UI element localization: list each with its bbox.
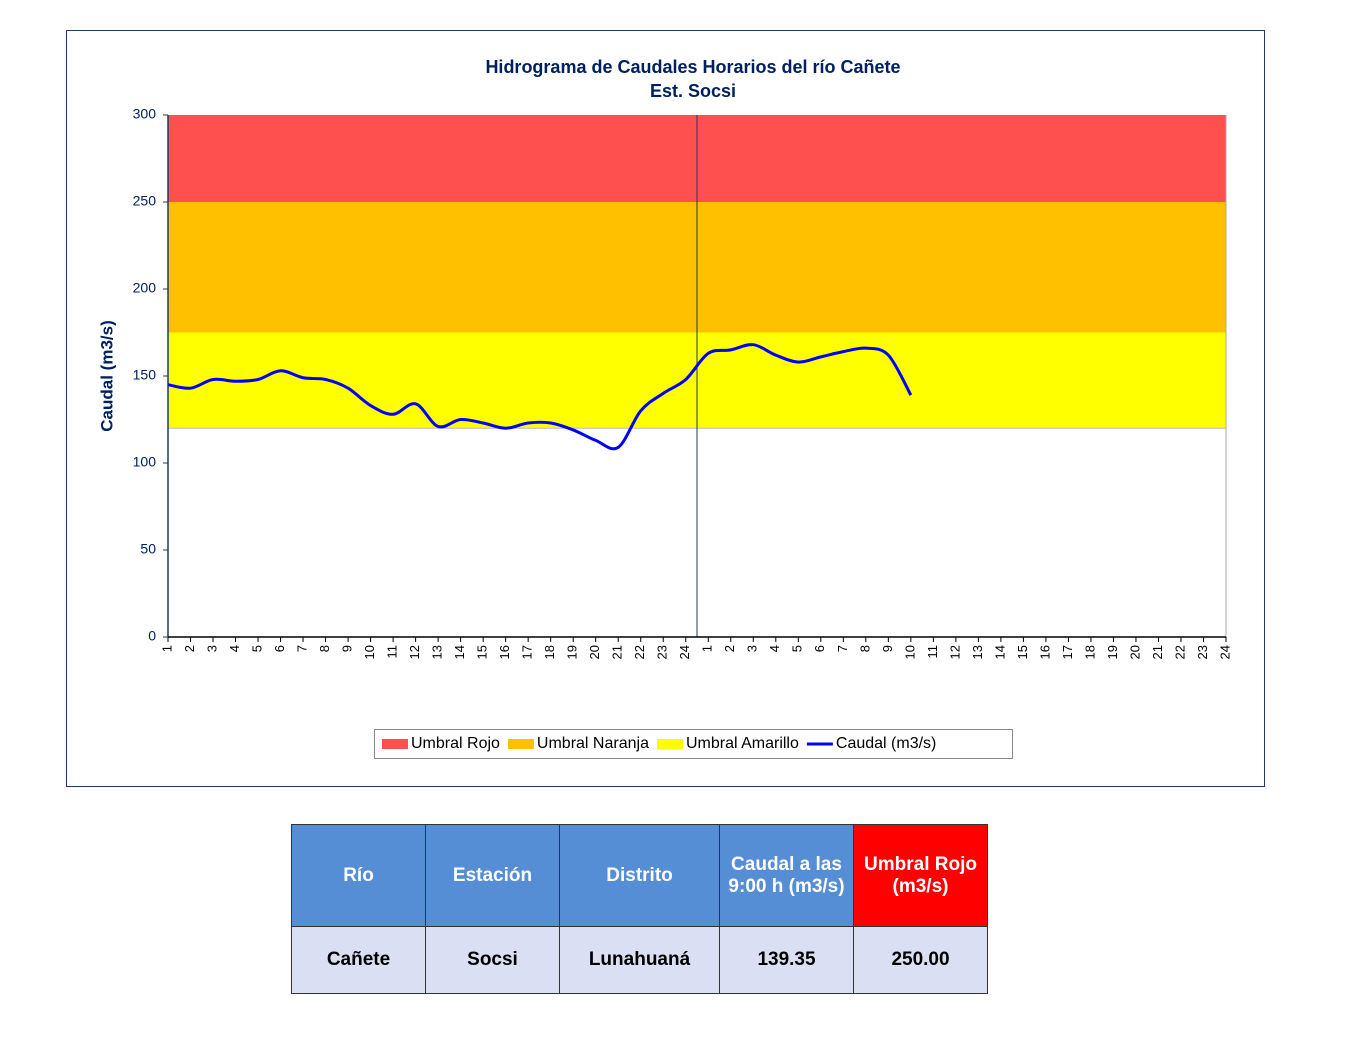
legend: Umbral Rojo Umbral Naranja Umbral Amarillo… [382,735,936,752]
x-tick-label: 4 [227,645,242,652]
header-cell: Umbral Rojo (m3/s) [853,824,988,927]
x-tick-label: 2 [722,645,737,652]
legend-swatch [382,739,408,749]
x-tick-label: 11 [385,645,400,659]
y-tick-label: 100 [133,454,157,470]
x-tick-label: 21 [610,645,625,659]
x-tick-label: 18 [542,645,557,659]
y-tick-label: 0 [148,628,156,644]
x-tick-label: 22 [632,645,647,659]
x-tick-label: 3 [204,645,219,652]
y-tick-label: 150 [133,367,157,383]
x-tick-label: 16 [1037,645,1052,659]
line-series [167,343,913,451]
x-tick-label: 13 [970,645,985,659]
legend-box [374,729,1013,759]
cell: Lunahuaná [559,926,720,994]
header-cell: Río [291,824,426,927]
chart-subtitle: Est. Socsi [650,81,736,101]
x-tick-label: 12 [407,645,422,659]
x-tick-label: 13 [430,645,445,659]
header-cell: Caudal a las 9:00 h (m3/s) [719,824,854,927]
x-tick-label: 17 [1060,645,1075,659]
x-tick-label: 19 [1105,645,1120,659]
x-tick-label: 6 [272,645,287,652]
table-header: Río Estación Distrito Caudal a las 9:00 … [291,824,988,927]
x-tick-label: 24 [1217,645,1232,659]
x-tick-label: 8 [857,645,872,652]
x-tick-label: 15 [1015,645,1030,659]
legend-swatch [656,739,683,749]
x-tick-label: 22 [1172,645,1187,659]
x-tick-label: 7 [295,645,310,652]
x-tick-label: 23 [655,645,670,659]
x-tick-label: 3 [745,645,760,652]
x-tick-label: 21 [1150,645,1165,659]
legend-label: Umbral Naranja [537,735,649,752]
legend-swatch [507,739,534,749]
x-tick-label: 14 [992,645,1007,659]
legend-label: Umbral Amarillo [686,735,799,752]
data-table: Río Estación Distrito Caudal a las 9:00 … [291,824,988,994]
chart: Hidrograma de Caudales Horarios del río … [66,30,1265,787]
x-tick-label: 5 [249,645,264,652]
y-tick-label: 250 [133,193,157,209]
x-tick-label: 14 [452,645,467,659]
x-tick-label: 17 [520,645,535,659]
x-tick-label: 15 [475,645,490,659]
y-axis-title: Caudal (m3/s) [97,320,116,431]
x-tick-label: 11 [925,645,940,659]
header-cell: Estación [425,824,560,927]
y-tick-label: 50 [140,541,156,557]
chart-title: Hidrograma de Caudales Horarios del río … [485,57,900,77]
x-tick-label: 2 [182,645,197,652]
x-tick-label: 10 [362,645,377,659]
header-cell: Distrito [559,824,720,927]
x-tick-label: 19 [565,645,580,659]
x-tick-label: 8 [317,645,332,652]
cell: Cañete [291,926,426,994]
x-tick-label: 7 [835,645,850,652]
table-row: Cañete Socsi Lunahuaná 139.35 250.00 [291,926,988,994]
cell: Socsi [425,926,560,994]
legend-label: Caudal (m3/s) [836,735,936,752]
x-tick-label: 16 [497,645,512,659]
x-tick-label: 12 [947,645,962,659]
x-tick-label: 5 [790,645,805,652]
y-tick-label: 200 [133,280,157,296]
x-tick-label: 23 [1195,645,1210,659]
cell: 139.35 [719,926,854,994]
legend-label: Umbral Rojo [411,735,500,752]
x-tick-label: 1 [159,645,174,652]
x-tick-label: 9 [340,645,355,652]
x-tick-label: 1 [700,645,715,652]
y-tick-label: 300 [133,106,157,122]
x-tick-label: 20 [1127,645,1142,659]
x-tick-label: 10 [902,645,917,659]
x-tick-label: 9 [880,645,895,652]
x-tick-label: 24 [677,645,692,659]
x-tick-label: 6 [812,645,827,652]
x-tick-label: 18 [1082,645,1097,659]
cell: 250.00 [853,926,988,994]
x-tick-label: 20 [587,645,602,659]
x-tick-label: 4 [767,645,782,652]
